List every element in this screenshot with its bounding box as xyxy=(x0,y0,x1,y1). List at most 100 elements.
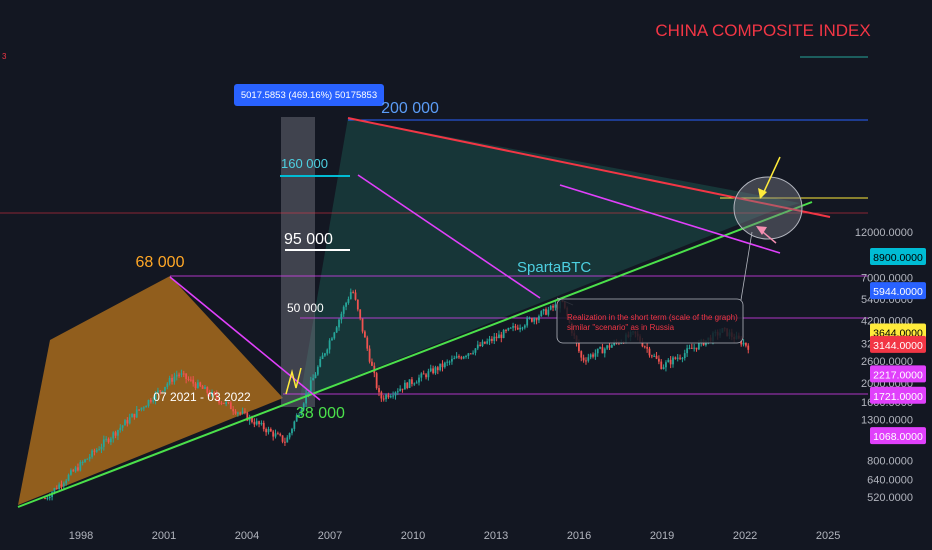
candle-body xyxy=(86,458,89,460)
x-tick-label: 2022 xyxy=(733,530,757,542)
candle-body xyxy=(234,411,237,414)
candle-body xyxy=(589,354,592,358)
candle-body xyxy=(385,394,387,400)
candle-body xyxy=(594,353,597,357)
x-axis: 1998 2001 2004 2007 2010 2013 2016 2019 2022 2025 xyxy=(69,530,841,542)
candle-body xyxy=(109,438,112,443)
x-tick-label: 2010 xyxy=(401,530,425,542)
candle-body xyxy=(401,388,404,390)
candle-body xyxy=(580,351,583,358)
candle-body xyxy=(161,390,164,392)
candle-body xyxy=(194,383,197,389)
candle-body xyxy=(354,292,357,300)
candle-body xyxy=(328,340,331,350)
candle-body xyxy=(429,368,432,372)
candle-body xyxy=(88,456,91,459)
candle-body xyxy=(133,413,136,418)
arrow-yellow xyxy=(761,156,781,197)
candle-body xyxy=(173,376,176,382)
candle-body xyxy=(399,388,402,392)
candle-body xyxy=(281,435,284,442)
candle-body xyxy=(262,422,265,430)
y-tick-label: 1300.0000 xyxy=(861,414,913,426)
candle-body xyxy=(662,367,665,370)
note-callout-box xyxy=(556,298,744,344)
candle-body xyxy=(208,392,211,396)
level-label: 8900.0000 xyxy=(873,252,923,264)
x-tick-label: 1998 xyxy=(69,530,93,542)
candle-body xyxy=(676,357,679,359)
candle-body xyxy=(142,407,145,409)
x-tick-label: 2016 xyxy=(567,530,591,542)
candle-body xyxy=(460,357,463,359)
candle-body xyxy=(102,439,105,447)
candle-body xyxy=(552,305,554,308)
level-label: 2217.0000 xyxy=(873,369,923,381)
candle-body xyxy=(610,345,613,348)
candle-body xyxy=(547,309,550,315)
candle-body xyxy=(180,373,183,375)
candle-body xyxy=(458,356,460,358)
candle-body xyxy=(222,402,225,404)
candle-body xyxy=(451,358,453,362)
candle-body xyxy=(530,318,533,322)
note-line-2: similar "scenario" as in Russia xyxy=(567,323,675,332)
level-label-bg xyxy=(870,248,926,266)
candle-body xyxy=(84,459,86,463)
candle-body xyxy=(679,357,681,359)
level-label-bg xyxy=(870,335,926,353)
candle-body xyxy=(472,352,474,354)
candle-body xyxy=(284,441,286,443)
candle-body xyxy=(67,474,70,481)
candle-body xyxy=(225,402,228,404)
candle-body xyxy=(213,391,216,395)
candle-body xyxy=(269,428,272,432)
candle-body xyxy=(279,434,282,436)
candle-body xyxy=(197,382,199,389)
level-label: 1068.0000 xyxy=(873,431,923,443)
corner-mark: 3 xyxy=(2,52,7,61)
candle-body xyxy=(512,326,514,328)
candle-body xyxy=(227,402,230,404)
candle-body xyxy=(545,309,547,315)
candle-body xyxy=(643,346,646,348)
candle-body xyxy=(309,380,312,393)
candle-body xyxy=(345,302,347,307)
pink-downtrend-3 xyxy=(559,184,781,254)
candle-body xyxy=(361,318,364,332)
candle-body xyxy=(55,488,58,490)
level-label: 3144.0000 xyxy=(873,340,923,352)
candle-body xyxy=(316,366,319,375)
candle-body xyxy=(154,392,157,401)
candle-body xyxy=(493,336,496,341)
x-tick-label: 2019 xyxy=(650,530,674,542)
candle-body xyxy=(44,498,46,500)
candle-body xyxy=(138,409,141,411)
level-label: 1721.0000 xyxy=(873,391,923,403)
focus-circle xyxy=(733,176,803,240)
candle-body xyxy=(396,391,399,393)
candle-body xyxy=(585,360,587,362)
candle-body xyxy=(448,361,451,363)
candle-body xyxy=(349,292,352,300)
candle-body xyxy=(48,496,51,498)
candle-body xyxy=(554,304,557,308)
candle-body xyxy=(380,392,383,399)
candle-body xyxy=(667,359,670,363)
candle-body xyxy=(681,358,684,360)
candle-body xyxy=(542,309,545,312)
candle-body xyxy=(519,327,522,330)
candle-body xyxy=(403,382,406,390)
candle-body xyxy=(446,361,449,363)
candle-body xyxy=(498,334,500,339)
candle-body xyxy=(145,405,148,408)
candle-body xyxy=(375,373,378,389)
candle-body xyxy=(251,417,253,423)
watermark-spartabtc: SpartaBTC xyxy=(517,259,591,276)
candle-body xyxy=(688,347,691,349)
candle-body xyxy=(533,318,536,322)
candle-body xyxy=(131,413,133,418)
teal-triangle-fill xyxy=(300,118,800,398)
candle-body xyxy=(182,373,185,375)
